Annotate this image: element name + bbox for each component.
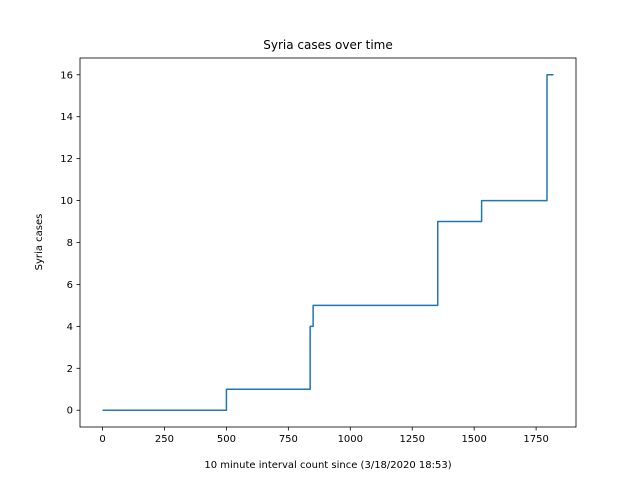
x-tick-label: 250 [155, 434, 174, 445]
x-tick-label: 1000 [338, 434, 363, 445]
x-tick-label: 1250 [400, 434, 425, 445]
plot-area [79, 57, 577, 428]
y-axis-label: Syria cases [34, 214, 45, 271]
y-tick-label: 12 [60, 154, 73, 165]
y-tick-label: 0 [67, 406, 73, 417]
y-tick-label: 4 [67, 322, 73, 333]
y-tick-label: 6 [67, 280, 73, 291]
y-tick-label: 16 [60, 70, 73, 81]
x-tick-label: 500 [217, 434, 236, 445]
x-axis-label: 10 minute interval count since (3/18/202… [204, 460, 451, 471]
x-axis-ticks: 0 250 500 750 1000 1250 1500 1750 [99, 427, 549, 445]
x-tick-label: 1750 [523, 434, 548, 445]
y-tick-label: 10 [60, 196, 73, 207]
y-axis-ticks: 0 2 4 6 8 10 12 14 16 [60, 70, 80, 417]
axes-frame [79, 57, 577, 428]
series-line-0 [102, 74, 554, 411]
chart-title: Syria cases over time [263, 38, 393, 52]
y-tick-label: 14 [60, 112, 73, 123]
x-tick-label: 0 [99, 434, 105, 445]
x-tick-label: 1500 [461, 434, 486, 445]
y-tick-label: 8 [67, 238, 73, 249]
y-tick-label: 2 [67, 364, 73, 375]
x-tick-label: 750 [279, 434, 298, 445]
